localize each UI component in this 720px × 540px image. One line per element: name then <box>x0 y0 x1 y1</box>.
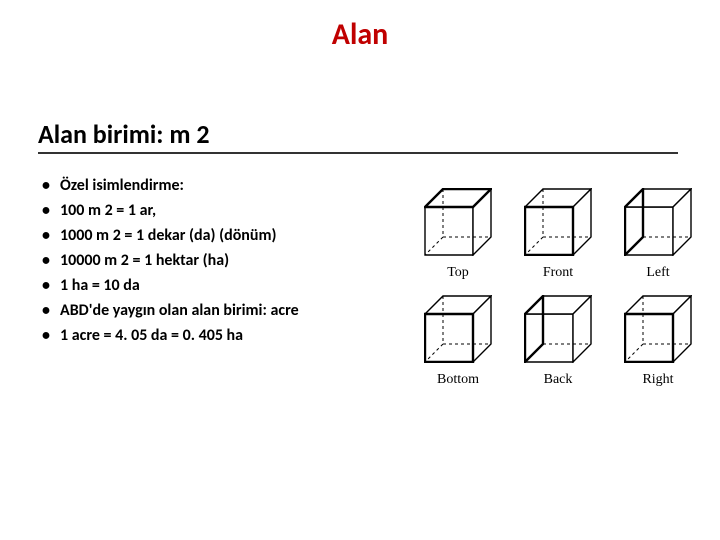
cube-label: Top <box>447 265 469 281</box>
cube-icon <box>624 295 692 368</box>
bullet-item: 10000 m 2 = 1 hektar (ha) <box>38 251 299 270</box>
bullet-list: Özel isimlendirme: 100 m 2 = 1 ar, 1000 m … <box>38 176 299 351</box>
cube-label: Front <box>543 265 573 281</box>
bullet-item: 100 m 2 = 1 ar, <box>38 201 299 220</box>
cube-label: Right <box>642 372 673 388</box>
cube-label: Bottom <box>437 372 479 388</box>
bullet-item: Özel isimlendirme: <box>38 176 299 195</box>
cube-icon <box>424 188 492 261</box>
bullet-item: 1000 m 2 = 1 dekar (da) (dönüm) <box>38 226 299 245</box>
cube-label: Left <box>646 265 669 281</box>
page-title: Alan <box>0 16 720 53</box>
cube-cell: Bottom <box>418 295 498 388</box>
cube-icon <box>524 188 592 261</box>
cube-cell: Front <box>518 188 598 281</box>
subtitle-underline <box>38 152 678 154</box>
bullet-item: 1 acre = 4. 05 da = 0. 405 ha <box>38 326 299 345</box>
cube-icon <box>524 295 592 368</box>
cube-cell: Back <box>518 295 598 388</box>
cube-cell: Top <box>418 188 498 281</box>
cube-icon <box>624 188 692 261</box>
cube-label: Back <box>544 372 573 388</box>
bullet-item: 1 ha = 10 da <box>38 276 299 295</box>
cube-cell: Left <box>618 188 698 281</box>
cube-icon <box>424 295 492 368</box>
section-subtitle: Alan birimi: m 2 <box>38 118 210 150</box>
bullet-item: ABD'de yaygın olan alan birimi: acre <box>38 301 299 320</box>
cube-diagram-grid: Top Front Left Bottom Back Right <box>418 188 698 388</box>
cube-cell: Right <box>618 295 698 388</box>
